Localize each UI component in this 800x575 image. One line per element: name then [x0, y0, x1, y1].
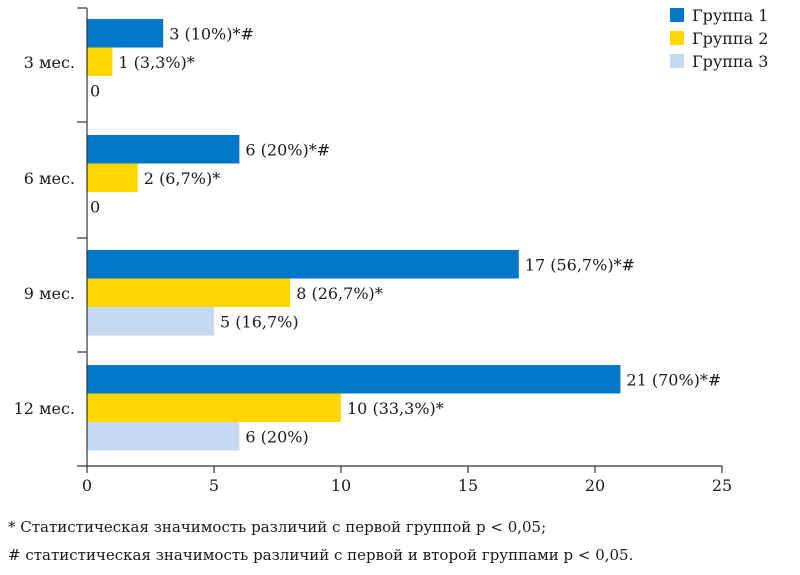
bar-3-series-3 — [87, 307, 214, 336]
axes-layer: 3 мес. 6 мес. 9 мес. 12 мес. 0 5 10 15 20 25 — [14, 7, 732, 495]
bar-1-series-1 — [87, 19, 164, 48]
data-label-3-series-2: 8 (26,7%)* — [296, 284, 383, 303]
bar-1-series-2 — [87, 47, 113, 76]
data-label-1-series-2: 1 (3,3%)* — [118, 53, 194, 72]
footnote-significance-first: * Статистическая значимость различий с п… — [8, 518, 547, 536]
x-tick-label-6: 25 — [712, 476, 732, 495]
legend-swatch-1 — [670, 8, 684, 22]
category-label-4: 12 мес. — [14, 399, 75, 418]
data-label-2-series-3: 0 — [90, 197, 100, 216]
legend: Группа 1 Группа 2 Группа 3 — [670, 6, 768, 71]
legend-swatch-2 — [670, 31, 684, 45]
legend-swatch-3 — [670, 54, 684, 68]
data-label-4-series-3: 6 (20%) — [245, 427, 308, 446]
bar-4-series-3 — [87, 422, 240, 451]
data-labels-layer: 3 (10%)*# 1 (3,3%)* 0 6 (20%)*# 2 (6,7%)* 0 17… — [90, 24, 721, 446]
bar-4-series-2 — [87, 393, 341, 422]
x-tick-label-5: 20 — [585, 476, 605, 495]
x-tick-label-4: 15 — [458, 476, 478, 495]
bars-layer — [87, 19, 621, 451]
category-label-3: 9 мес. — [24, 284, 75, 303]
legend-label-3: Группа 3 — [692, 52, 768, 71]
bar-3-series-2 — [87, 278, 291, 307]
legend-label-2: Группа 2 — [692, 29, 768, 48]
bar-4-series-1 — [87, 365, 621, 394]
data-label-1-series-1: 3 (10%)*# — [169, 24, 254, 43]
data-label-2-series-2: 2 (6,7%)* — [144, 169, 220, 188]
bar-3-series-1 — [87, 250, 519, 279]
bar-2-series-1 — [87, 135, 240, 164]
x-tick-label-3: 10 — [331, 476, 351, 495]
category-label-1: 3 мес. — [24, 53, 75, 72]
data-label-1-series-3: 0 — [90, 81, 100, 100]
bar-2-series-2 — [87, 163, 138, 192]
legend-label-1: Группа 1 — [692, 6, 768, 25]
data-label-4-series-2: 10 (33,3%)* — [347, 399, 444, 418]
data-label-2-series-1: 6 (20%)*# — [245, 140, 330, 159]
x-tick-label-2: 5 — [209, 476, 219, 495]
category-label-2: 6 мес. — [24, 169, 75, 188]
data-label-4-series-1: 21 (70%)*# — [626, 370, 721, 389]
data-label-3-series-1: 17 (56,7%)*# — [525, 255, 635, 274]
x-tick-label-1: 0 — [82, 476, 92, 495]
data-label-3-series-3: 5 (16,7%) — [220, 312, 299, 331]
footnote-significance-second: # статистическая значимость различий с п… — [8, 546, 634, 564]
